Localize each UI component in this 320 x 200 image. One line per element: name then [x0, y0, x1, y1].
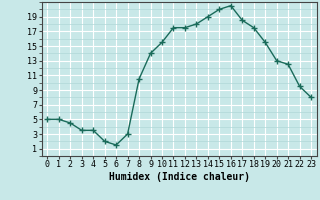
- X-axis label: Humidex (Indice chaleur): Humidex (Indice chaleur): [109, 172, 250, 182]
